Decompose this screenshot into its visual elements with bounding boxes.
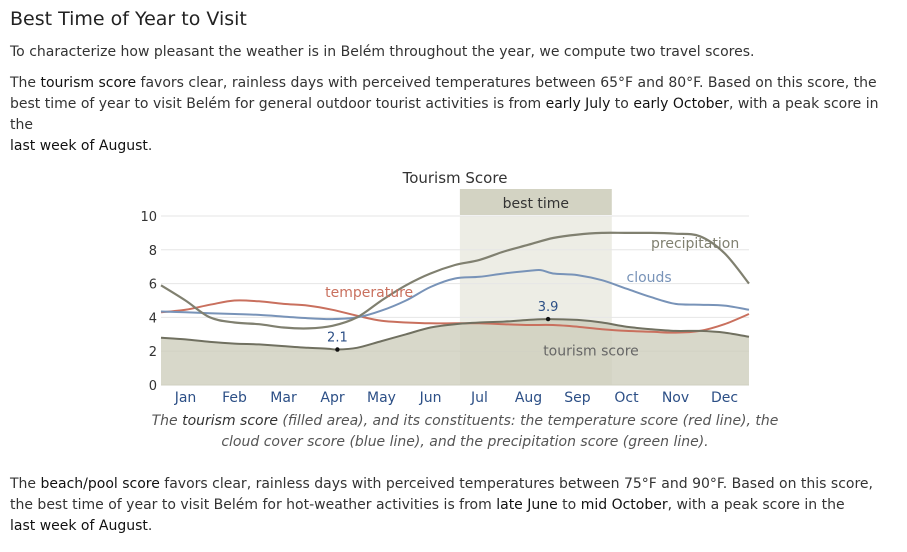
best-time-label-bg: [459, 189, 612, 215]
annotation-label: 3.9: [538, 300, 559, 315]
annotation-point: [335, 347, 340, 352]
chart-caption: The tourism score (filled area), and its…: [151, 413, 779, 450]
series-label: temperature: [325, 285, 413, 301]
tourism-score-line: [160, 318, 750, 351]
beach-score-paragraph: The beach/pool score favors clear, rainl…: [10, 476, 873, 534]
month-label: Oct: [614, 390, 639, 406]
annotation-label: 2.1: [327, 331, 348, 346]
section-heading: Best Time of Year to Visit: [10, 8, 247, 30]
tourism-peak: last week of August: [10, 138, 148, 154]
tourism-score-chart: Tourism Score best time 0 2 4 6 8 10 Jan Feb Mar Ap…: [140, 169, 750, 406]
beach-score-term: beach/pool score: [40, 476, 160, 492]
best-time-label: best time: [503, 196, 569, 212]
y-tick-label: 8: [149, 244, 157, 259]
tourism-score-paragraph: The tourism score favors clear, rainless…: [10, 75, 879, 154]
month-label: Nov: [662, 390, 689, 406]
y-tick-label: 10: [140, 210, 157, 225]
beach-best-start: late June: [496, 497, 558, 513]
tourism-score-term: tourism score: [40, 75, 137, 91]
tourism-best-start: early July: [545, 96, 611, 112]
month-label: Feb: [222, 390, 247, 406]
series-label: clouds: [627, 270, 672, 286]
y-tick-label: 6: [149, 278, 157, 293]
month-label: Jan: [174, 390, 197, 406]
month-label: Jul: [470, 390, 488, 406]
y-tick-label: 0: [149, 379, 157, 394]
beach-peak: last week of August: [10, 518, 148, 534]
y-tick-label: 4: [149, 311, 157, 326]
y-tick-label: 2: [149, 345, 157, 360]
series-label: tourism score: [543, 343, 639, 359]
month-label: Apr: [320, 390, 344, 406]
tourism-best-end: early October: [633, 96, 729, 112]
tourism-score-area: [161, 319, 749, 385]
series-label: precipitation: [651, 236, 739, 252]
month-label: Mar: [270, 390, 297, 406]
caption-term: tourism score: [182, 413, 278, 429]
month-label: May: [367, 390, 396, 406]
month-label: Jun: [419, 390, 442, 406]
beach-best-end: mid October: [580, 497, 668, 513]
month-label: Dec: [711, 390, 738, 406]
month-label: Sep: [564, 390, 591, 406]
intro-paragraph: To characterize how pleasant the weather…: [10, 44, 755, 60]
clouds-line: [160, 268, 750, 321]
annotation-point: [545, 316, 551, 322]
chart-title: Tourism Score: [402, 169, 508, 187]
precipitation-line: [160, 231, 750, 330]
month-label: Aug: [515, 390, 542, 406]
